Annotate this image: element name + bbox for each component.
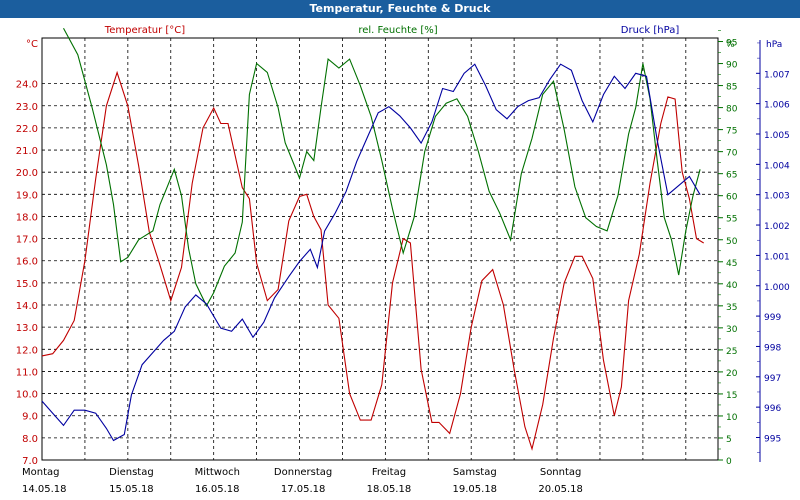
date-label: 18.05.18	[367, 484, 412, 495]
date-label: 19.05.18	[453, 484, 498, 495]
humidity-tick-label: 40	[726, 281, 738, 291]
pressure-tick-label: 997	[764, 374, 781, 384]
plot-area	[41, 37, 719, 461]
date-label: 16.05.18	[195, 484, 240, 495]
date-label: 17.05.18	[281, 484, 326, 495]
temperature-tick-label: 20.0	[16, 168, 38, 179]
day-label: Montag	[22, 467, 59, 478]
pressure-tick-label: 1.000	[764, 283, 790, 293]
pressure-tick-label: 995	[764, 435, 781, 445]
humidity-tick-label: 95	[726, 39, 737, 49]
temperature-tick-label: 14.0	[16, 301, 38, 312]
pressure-series-label: Druck [hPa]	[621, 25, 680, 36]
pressure-tick-label: 1.005	[764, 131, 790, 141]
temperature-tick-label: 10.0	[16, 390, 38, 401]
pressure-tick-label: 1.003	[764, 192, 790, 202]
humidity-tick-label: 75	[726, 127, 737, 137]
series-line-pressure	[41, 63, 701, 442]
humidity-tick-label: 65	[726, 171, 737, 181]
humidity-tick-label: 45	[726, 259, 737, 269]
day-label: Donnerstag	[274, 467, 332, 478]
humidity-tick-label: 85	[726, 83, 737, 93]
day-label: Samstag	[453, 467, 497, 478]
humidity-tick-label: 55	[726, 215, 737, 225]
day-label: Freitag	[372, 467, 406, 478]
series-line-temperature	[41, 70, 704, 451]
temperature-series-label: Temperatur [°C]	[104, 25, 185, 36]
date-label: 14.05.18	[22, 484, 67, 495]
humidity-tick-label: 35	[726, 303, 737, 313]
humidity-tick-label: 90	[726, 61, 738, 71]
humidity-tick-label: 25	[726, 347, 737, 357]
pressure-tick-label: 1.001	[764, 252, 790, 262]
humidity-series-label: rel. Feuchte [%]	[358, 25, 437, 36]
pressure-tick-label: 996	[764, 404, 781, 414]
humidity-tick-label: 0	[726, 457, 732, 467]
series-line-humidity	[63, 28, 701, 307]
date-label: 15.05.18	[109, 484, 154, 495]
pressure-tick-label: 1.007	[764, 70, 790, 80]
humidity-axis-unit: %	[726, 40, 735, 50]
temperature-tick-label: 9.0	[22, 412, 38, 423]
date-label: 20.05.18	[538, 484, 583, 495]
humidity-tick-label: 80	[726, 105, 738, 115]
humidity-tick-label: 15	[726, 391, 737, 401]
humidity-tick-label: 10	[726, 413, 738, 423]
humidity-tick-label: 5	[726, 435, 732, 445]
temperature-axis-unit: °C	[26, 39, 38, 50]
pressure-tick-label: 999	[764, 313, 781, 323]
temperature-tick-label: 23.0	[16, 102, 38, 113]
humidity-tick-label: 20	[726, 369, 738, 379]
temperature-tick-label: 22.0	[16, 124, 38, 135]
humidity-tick-label: 50	[726, 237, 738, 247]
temperature-tick-label: 15.0	[16, 279, 38, 290]
window-title: Temperatur, Feuchte & Druck	[0, 0, 800, 18]
day-label: Mittwoch	[195, 467, 240, 478]
pressure-tick-label: 1.004	[764, 161, 790, 171]
temperature-tick-label: 17.0	[16, 235, 38, 246]
temperature-tick-label: 21.0	[16, 146, 38, 157]
temperature-tick-label: 13.0	[16, 323, 38, 334]
day-label: Dienstag	[109, 467, 154, 478]
temperature-tick-label: 19.0	[16, 190, 38, 201]
temperature-tick-label: 7.0	[22, 456, 38, 467]
temperature-tick-label: 24.0	[16, 80, 38, 91]
day-label: Sonntag	[540, 467, 582, 478]
pressure-tick-label: 1.006	[764, 101, 790, 111]
humidity-tick-label: 30	[726, 325, 738, 335]
humidity-tick-label: 60	[726, 193, 738, 203]
temperature-tick-label: 8.0	[22, 434, 38, 445]
pressure-axis-unit: hPa	[766, 40, 782, 50]
temperature-tick-label: 11.0	[16, 367, 38, 378]
temperature-tick-label: 16.0	[16, 257, 38, 268]
pressure-tick-label: 1.002	[764, 222, 790, 232]
humidity-tick-label: 70	[726, 149, 738, 159]
temperature-tick-label: 12.0	[16, 345, 38, 356]
temperature-tick-label: 18.0	[16, 212, 38, 223]
pressure-tick-label: 998	[764, 343, 781, 353]
